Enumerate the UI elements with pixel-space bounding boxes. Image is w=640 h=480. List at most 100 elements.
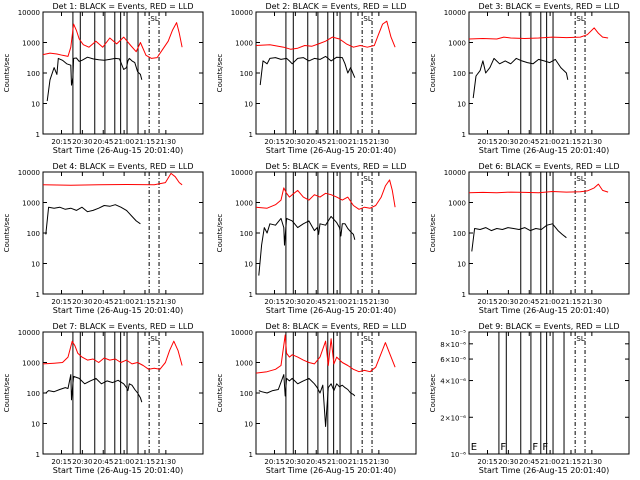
det-3-ytick-label: 1 (462, 131, 466, 139)
det-7-flag-1: SL (150, 335, 158, 343)
det-4-xtick-label: 21:30 (156, 298, 176, 306)
det-8-ytick-label: 1 (249, 451, 253, 459)
det-7-lld-series (42, 340, 183, 370)
det-1-xtick-label: 20:30 (72, 138, 92, 146)
det-9-ylabel: Counts/sec (429, 374, 437, 413)
det-6-xtick-label: 20:45 (519, 298, 539, 306)
det-2-ytick-label: 100 (240, 70, 253, 78)
det-9-ytick-label: 4×10⁻⁶ (440, 378, 466, 386)
det-2-xtick-label: 20:15 (264, 138, 284, 146)
det-6-plot-frame (468, 171, 630, 295)
det-1-events-series (46, 56, 143, 102)
det-7-xtick-label: 21:15 (135, 458, 155, 466)
det-1-ytick-label: 1 (36, 131, 40, 139)
det-8-ytick-label: 10 (244, 421, 253, 429)
det-7-events-series (45, 374, 143, 403)
det-3-panel: 1 10 100 1000 10000 20:15 20:30 20:45 21:00 21:15… (429, 2, 630, 155)
det-5-title: Det 5: BLACK = Events, RED = LLD (266, 162, 407, 171)
det-9-xtick-label: 21:15 (561, 458, 581, 466)
det-5-lld-series (255, 179, 396, 210)
det-3-ytick-label: 100 (453, 70, 466, 78)
det-3-xtick-label: 20:30 (498, 138, 518, 146)
det-3-xtick-label: 20:45 (519, 138, 539, 146)
det-6-xtick-label: 20:15 (477, 298, 497, 306)
det-4-ytick-label: 10 (31, 261, 40, 269)
det-6-ytick-label: 1 (462, 291, 466, 299)
det-3-xlabel: Start Time (26-Aug-15 20:01:40) (479, 146, 610, 155)
det-2-title: Det 2: BLACK = Events, RED = LLD (266, 2, 407, 11)
det-2-ylabel: Counts/sec (216, 54, 224, 93)
det-6-xtick-label: 20:30 (498, 298, 518, 306)
det-8-lld-series (255, 334, 396, 374)
det-9-flag-2: F (500, 442, 506, 453)
det-2-lld-series (255, 20, 396, 50)
det-6-xtick-label: 21:15 (561, 298, 581, 306)
det-4-events-series (45, 204, 141, 235)
det-6-ytick-label: 100 (453, 230, 466, 238)
det-3-xtick-label: 21:30 (582, 138, 602, 146)
det-7-xtick-label: 20:15 (51, 458, 71, 466)
det-9-xlabel: Start Time (26-Aug-15 20:01:40) (479, 466, 610, 475)
det-4-xtick-label: 20:15 (51, 298, 71, 306)
det-5-ytick-label: 1 (249, 291, 253, 299)
det-2-xtick-label: 21:00 (327, 138, 347, 146)
det-8-flag-1: SL (363, 335, 371, 343)
det-1-flag-1: SL (150, 15, 158, 23)
det-5-xtick-label: 21:00 (327, 298, 347, 306)
det-9-xtick-label: 21:30 (582, 458, 602, 466)
det-4-xtick-label: 20:45 (93, 298, 113, 306)
det-1-ylabel: Counts/sec (3, 54, 11, 93)
det-6-ytick-label: 10 (457, 261, 466, 269)
det-9-flag-3: F (532, 442, 538, 453)
det-3-flag-1: SL (576, 15, 584, 23)
det-4-xtick-label: 21:00 (114, 298, 134, 306)
det-1-title: Det 1: BLACK = Events, RED = LLD (53, 2, 194, 11)
det-2-events-series (259, 55, 356, 86)
det-1-panel: 1 10 100 1000 10000 20:15 20:30 20:45 21:00 21:15… (3, 2, 204, 155)
det-5-panel: 1 10 100 1000 10000 20:15 20:30 20:45 21:00 21:15… (216, 162, 417, 315)
det-4-xtick-label: 21:15 (135, 298, 155, 306)
det-3-xtick-label: 21:00 (540, 138, 560, 146)
det-9-ytick-label: 8×10⁻⁶ (440, 341, 466, 349)
det-9-flag-4: F (542, 442, 548, 453)
det-7-xtick-label: 20:45 (93, 458, 113, 466)
det-3-events-series (472, 57, 569, 99)
det-9-ytick-label: 6×10⁻⁶ (440, 356, 466, 364)
det-2-xtick-label: 20:45 (306, 138, 326, 146)
det-7-ylabel: Counts/sec (3, 374, 11, 413)
det-6-xtick-label: 21:30 (582, 298, 602, 306)
det-6-xlabel: Start Time (26-Aug-15 20:01:40) (479, 306, 610, 315)
det-7-panel: 1 10 100 1000 10000 20:15 20:30 20:45 21:00 21:15… (3, 322, 204, 475)
det-7-xtick-label: 21:30 (156, 458, 176, 466)
det-4-lld-series (42, 172, 183, 186)
det-8-events-series (258, 374, 356, 427)
det-4-ylabel: Counts/sec (3, 214, 11, 253)
det-5-ytick-label: 1000 (235, 200, 253, 208)
det-2-xtick-label: 21:15 (348, 138, 368, 146)
det-8-plot-frame (255, 331, 417, 455)
det-6-lld-series (468, 183, 609, 194)
det-6-xtick-label: 21:00 (540, 298, 560, 306)
det-9-ytick-label: 10⁻⁵ (451, 329, 467, 337)
det-4-ytick-label: 100 (27, 230, 40, 238)
det-1-xtick-label: 20:15 (51, 138, 71, 146)
det-6-ylabel: Counts/sec (429, 214, 437, 253)
det-5-ylabel: Counts/sec (216, 214, 224, 253)
det-9-ytick-label: 2×10⁻⁶ (440, 414, 466, 422)
det-2-ytick-label: 1 (249, 131, 253, 139)
det-6-flag-1: SL (576, 175, 584, 183)
det-9-xtick-label: 20:30 (498, 458, 518, 466)
det-2-flag-1: SL (363, 15, 371, 23)
det-7-xtick-label: 20:30 (72, 458, 92, 466)
det-7-xlabel: Start Time (26-Aug-15 20:01:40) (53, 466, 184, 475)
det-5-xtick-label: 20:30 (285, 298, 305, 306)
det-1-xtick-label: 20:45 (93, 138, 113, 146)
det-4-ytick-label: 1 (36, 291, 40, 299)
det-4-panel: 1 10 100 1000 10000 20:15 20:30 20:45 21:00 21:15… (3, 162, 204, 315)
det-8-xtick-label: 21:30 (369, 458, 389, 466)
det-5-ytick-label: 10000 (231, 169, 253, 177)
det-2-xlabel: Start Time (26-Aug-15 20:01:40) (266, 146, 397, 155)
det-6-title: Det 6: BLACK = Events, RED = LLD (479, 162, 620, 171)
det-5-xtick-label: 21:15 (348, 298, 368, 306)
det-8-xtick-label: 20:30 (285, 458, 305, 466)
